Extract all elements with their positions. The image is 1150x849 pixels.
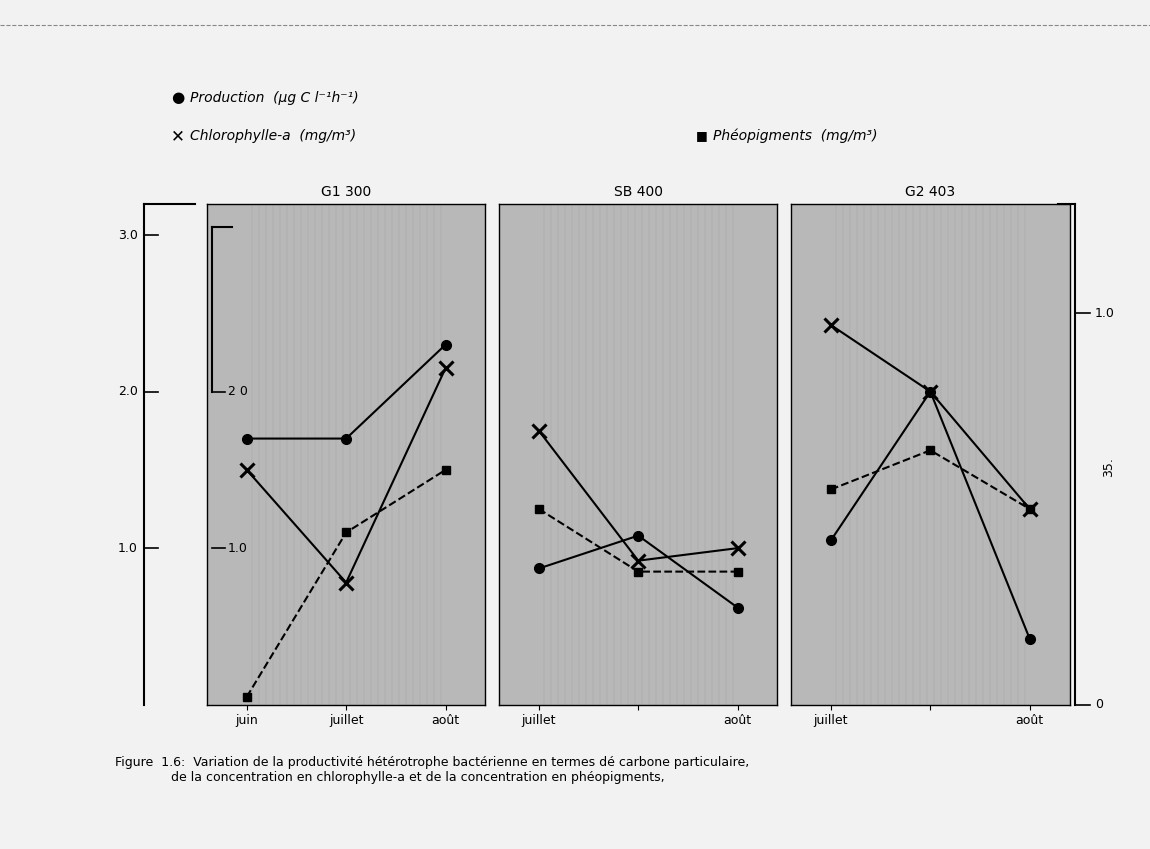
Text: 1.0: 1.0 [118, 542, 138, 554]
Text: Production  (μg C l⁻¹h⁻¹): Production (μg C l⁻¹h⁻¹) [190, 91, 359, 104]
Text: Phéopigments  (mg/m³): Phéopigments (mg/m³) [713, 128, 877, 143]
Text: 1.0: 1.0 [228, 542, 247, 554]
Text: 2 0: 2 0 [228, 385, 247, 398]
Text: ●: ● [171, 90, 185, 105]
Text: 0: 0 [1095, 698, 1103, 711]
Text: 35.: 35. [1103, 457, 1116, 477]
Text: Figure  1.6:  Variation de la productivité hétérotrophe bactérienne en termes dé: Figure 1.6: Variation de la productivité… [115, 756, 750, 784]
Text: Chlorophylle-a  (mg/m³): Chlorophylle-a (mg/m³) [190, 129, 355, 143]
Text: ✕: ✕ [171, 127, 185, 145]
Text: 3.0: 3.0 [118, 228, 138, 242]
Text: 1.0: 1.0 [1095, 306, 1114, 320]
Text: ■: ■ [696, 129, 707, 143]
Text: SB 400: SB 400 [614, 185, 662, 199]
Text: G1 300: G1 300 [321, 185, 371, 199]
Text: G2 403: G2 403 [905, 185, 956, 199]
Text: 2.0: 2.0 [118, 385, 138, 398]
